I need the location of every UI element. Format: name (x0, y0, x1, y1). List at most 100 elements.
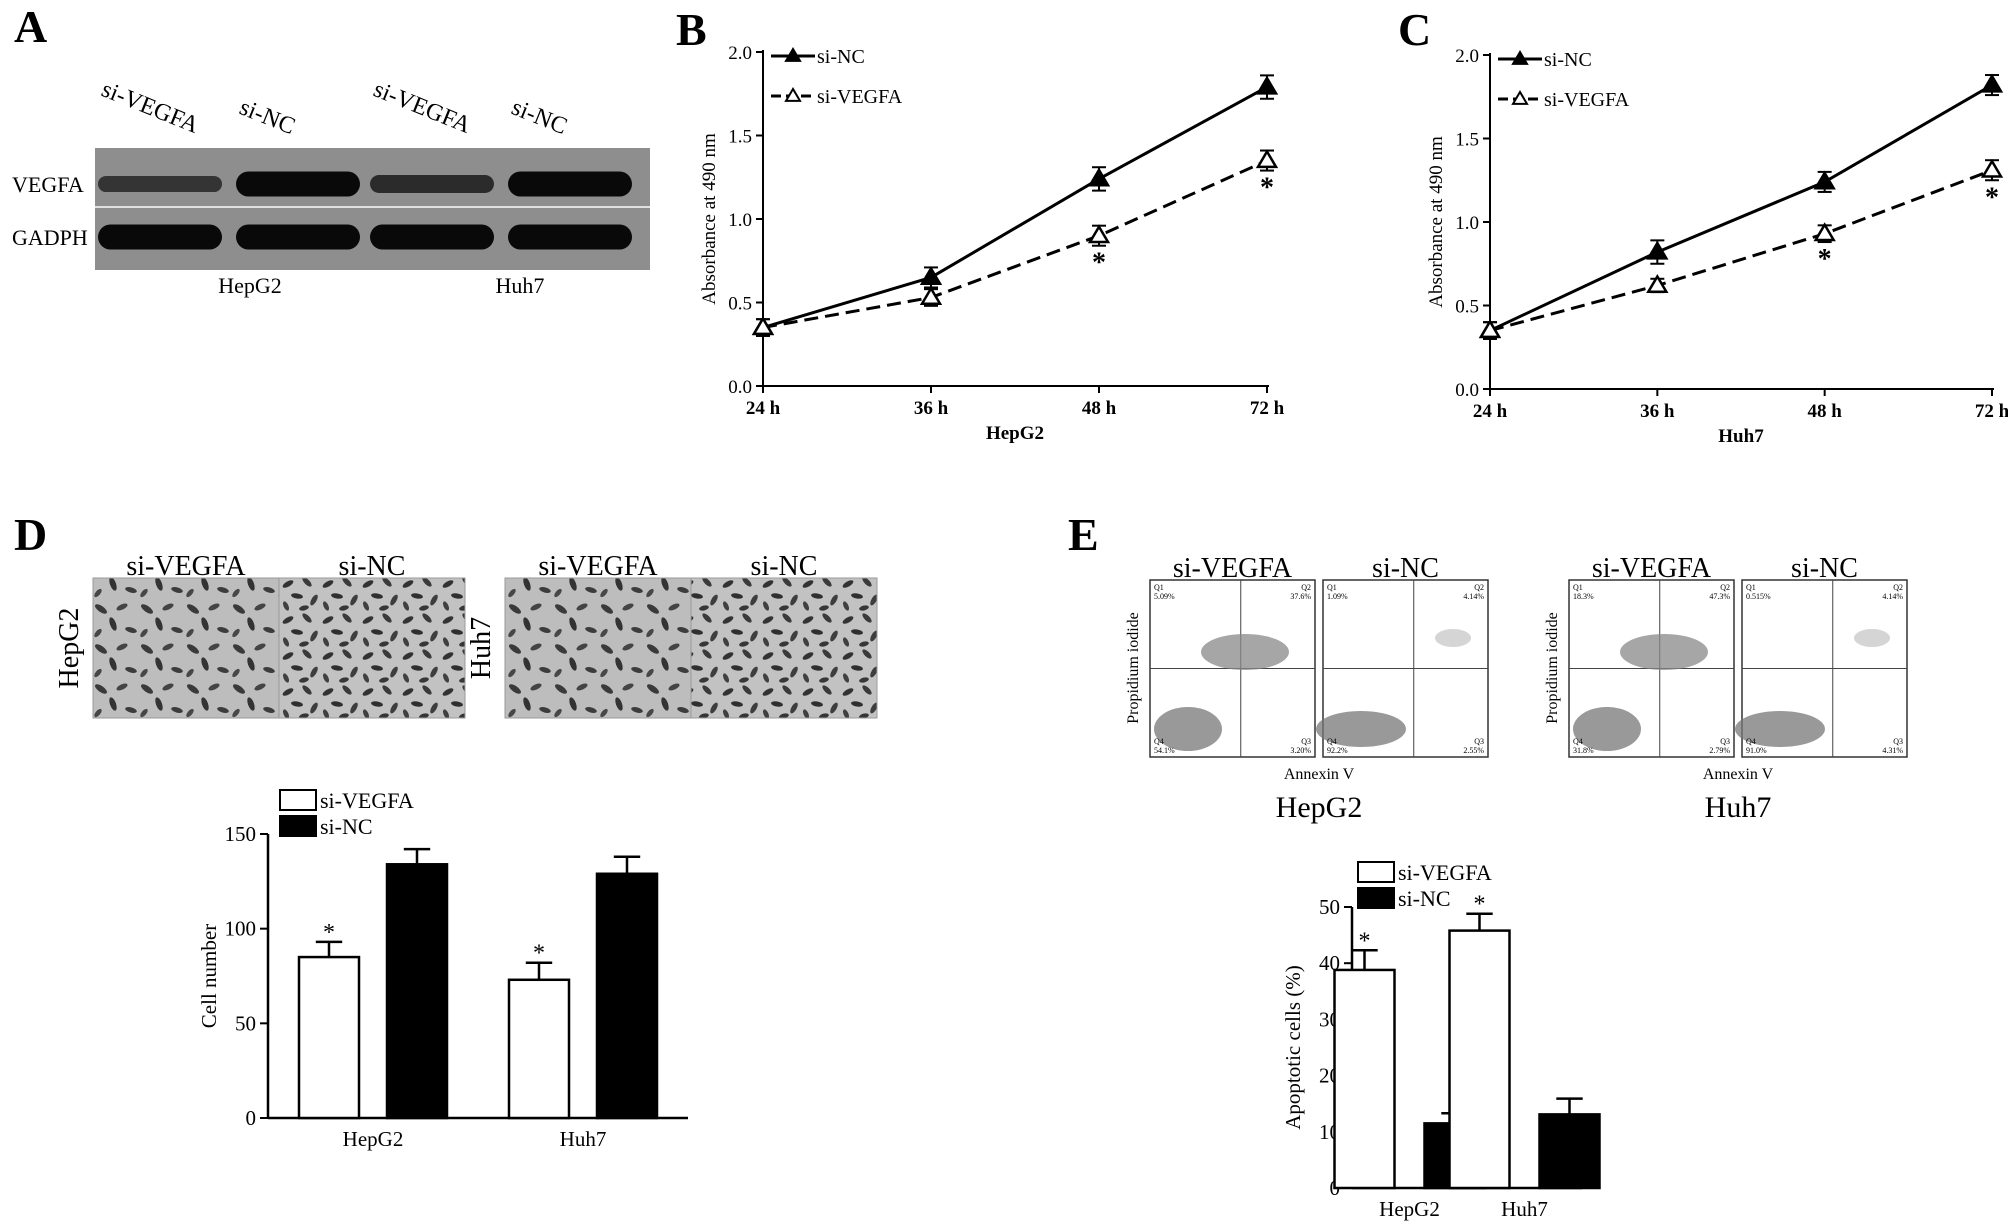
bar (1333, 968, 1396, 1190)
quadrant-label: Q4 (1746, 737, 1756, 746)
blot-band (236, 224, 360, 250)
quadrant-label: Q1 (1154, 583, 1164, 592)
quadrant-label: Q3 (1893, 737, 1903, 746)
data-point (1646, 240, 1669, 260)
panel-letter-b: B (676, 4, 707, 55)
significance-marker: * (1985, 182, 1999, 213)
quadrant-label: Q3 (1474, 737, 1484, 746)
x-tick-label: 36 h (914, 398, 949, 419)
quadrant-value: 91.0% (1746, 746, 1767, 755)
flow-x-axis-title: Annexin V (1284, 766, 1355, 783)
cell-population (1154, 707, 1222, 751)
quadrant-label: Q1 (1573, 583, 1583, 592)
data-point (1478, 319, 1502, 339)
quadrant-value: 3.20% (1290, 746, 1311, 755)
image-column-label: si-NC (751, 551, 818, 582)
flow-cytometry-plots: si-VEGFAQ15.09%Q237.6%Q454.1%Q33.20%si-N… (1125, 553, 1908, 824)
data-point (1255, 75, 1279, 95)
image-column-label: si-VEGFA (538, 551, 658, 582)
legend-label: si-NC (817, 46, 865, 68)
quadrant-label: Q2 (1893, 583, 1903, 592)
panel-letter-a: A (14, 1, 47, 52)
bar (507, 978, 571, 1120)
y-tick-label: 50 (235, 1011, 256, 1035)
y-tick-label: 0 (246, 1106, 257, 1130)
quadrant-label: Q2 (1720, 583, 1730, 592)
y-tick-label: 100 (225, 917, 257, 941)
y-tick-label: 0.0 (1455, 380, 1479, 401)
data-point (1813, 222, 1836, 242)
migration-image (690, 577, 878, 719)
quadrant-label: Q3 (1301, 737, 1311, 746)
flow-x-axis-title: Annexin V (1703, 766, 1774, 783)
significance-marker: * (1474, 892, 1486, 918)
y-tick-label: 1.5 (728, 127, 752, 148)
flow-group-label: Huh7 (1705, 791, 1772, 824)
migration-image (504, 577, 692, 719)
legend-marker (1511, 90, 1529, 105)
line-chart-huh7: 0.0 0.5 1.0 1.5 2.0 24 h 36 h 48 h 72 h Huh7 Absor… (1426, 46, 2008, 447)
x-tick-label: 48 h (1808, 401, 1843, 422)
image-column-label: si-NC (339, 551, 406, 582)
quadrant-label: Q1 (1746, 583, 1756, 592)
data-point (1087, 167, 1111, 187)
series-line (762, 159, 1268, 330)
x-tick-label: 24 h (1473, 401, 1508, 422)
blot-band (370, 175, 494, 193)
blot-background (95, 148, 650, 270)
lane-label: si-VEGFA (98, 76, 203, 139)
legend-label: si-VEGFA (817, 86, 903, 108)
quadrant-label: Q3 (1720, 737, 1730, 746)
x-tick-label: 72 h (1975, 401, 2008, 422)
image-column-label: si-VEGFA (126, 551, 246, 582)
bar (595, 872, 659, 1120)
cell-population (1854, 629, 1890, 647)
bar (385, 863, 449, 1120)
western-blot: si-VEGFA si-NC si-VEGFA si-NC VEGFA GADPH HepG… (12, 76, 650, 298)
cell-population (1435, 629, 1471, 647)
x-axis-title: HepG2 (986, 423, 1044, 444)
x-tick-label: 36 h (1640, 401, 1675, 422)
y-tick-label: 150 (225, 822, 257, 846)
x-axis-title: Huh7 (1718, 426, 1764, 447)
legend-label: si-NC (1544, 49, 1592, 71)
flow-column-label: si-NC (1791, 553, 1858, 584)
quadrant-value: 2.55% (1463, 746, 1484, 755)
significance-marker: * (533, 941, 545, 967)
data-point (919, 286, 943, 306)
y-tick-label: 0.5 (728, 294, 752, 315)
y-axis-title: Absorbance at 490 nm (699, 133, 720, 305)
x-tick-label: 48 h (1082, 398, 1117, 419)
x-tick-label: Huh7 (1501, 1197, 1548, 1221)
bar-chart-cell-number: 0 50 100 150 Cell number HepG2 * Huh7 * si-VEGFAs… (197, 788, 688, 1151)
data-point (1087, 224, 1111, 244)
panel-letter-c: C (1398, 4, 1431, 55)
y-tick-label: 2.0 (1455, 46, 1479, 67)
image-row-label: HepG2 (54, 608, 85, 689)
significance-marker: * (1359, 928, 1371, 954)
legend-swatch (279, 789, 317, 811)
bar (1538, 1113, 1601, 1190)
cell-population (1573, 707, 1641, 751)
x-tick-label: 24 h (746, 398, 781, 419)
quadrant-label: Q1 (1327, 583, 1337, 592)
data-point (1980, 158, 2004, 178)
legend-marker (784, 87, 802, 102)
flow-column-label: si-NC (1372, 553, 1439, 584)
y-axis-title: Cell number (197, 924, 221, 1028)
blot-band (236, 171, 360, 197)
quadrant-value: 54.1% (1154, 746, 1175, 755)
flow-y-axis-title: Propidium iodide (1544, 612, 1561, 724)
data-point (1255, 149, 1279, 169)
x-tick-label: 72 h (1250, 398, 1285, 419)
flow-group-label: HepG2 (1276, 791, 1363, 824)
data-point (1813, 170, 1836, 190)
significance-marker: * (1092, 248, 1106, 279)
panel-letter-d: D (14, 509, 47, 560)
legend-label: si-VEGFA (320, 788, 414, 813)
quadrant-value: 1.09% (1327, 592, 1348, 601)
legend-label: si-VEGFA (1398, 860, 1492, 885)
cell-population (1316, 711, 1406, 747)
legend-label: si-VEGFA (1544, 89, 1630, 111)
bar (1448, 929, 1511, 1190)
